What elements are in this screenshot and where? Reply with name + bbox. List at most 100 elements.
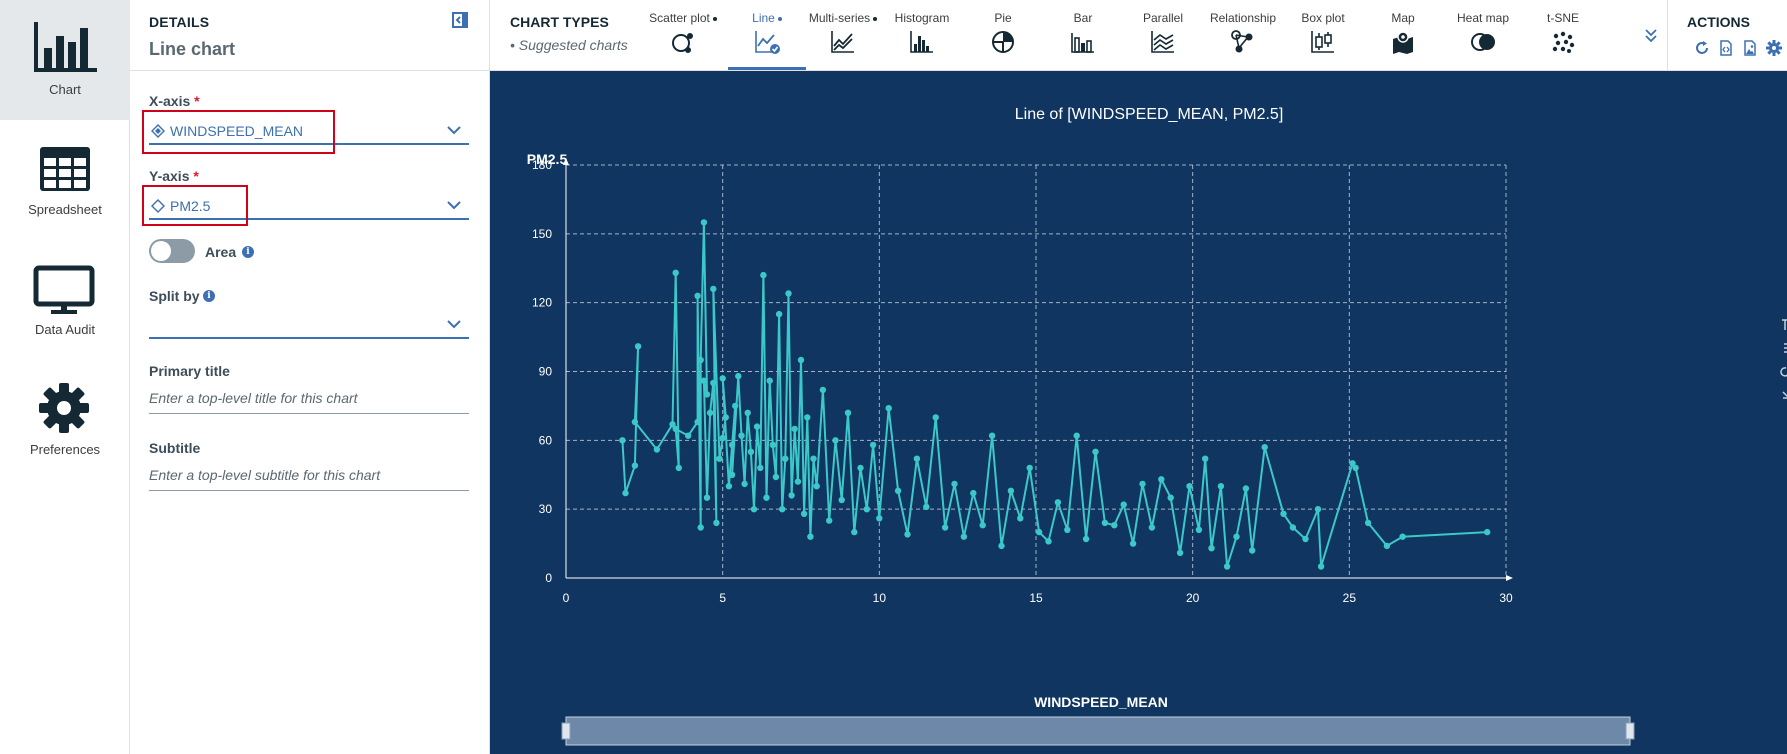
- data-point[interactable]: [1082, 535, 1090, 543]
- chart-type-heat-map[interactable]: Heat map: [1444, 0, 1522, 70]
- data-point[interactable]: [703, 494, 711, 501]
- data-point[interactable]: [932, 414, 939, 421]
- data-point[interactable]: [775, 310, 783, 318]
- data-point[interactable]: [1349, 460, 1356, 467]
- data-point[interactable]: [1261, 444, 1268, 451]
- data-point[interactable]: [1217, 483, 1225, 490]
- data-point[interactable]: [732, 402, 739, 410]
- x-axis-select[interactable]: WINDSPEED_MEAN: [149, 115, 469, 145]
- data-point[interactable]: [741, 480, 748, 488]
- data-point[interactable]: [819, 386, 827, 394]
- data-point[interactable]: [851, 528, 858, 536]
- data-point[interactable]: [1148, 524, 1156, 531]
- data-point[interactable]: [1176, 549, 1184, 556]
- data-point[interactable]: [675, 464, 682, 472]
- data-point[interactable]: [1167, 494, 1174, 501]
- data-point[interactable]: [904, 531, 911, 538]
- data-point[interactable]: [672, 269, 679, 276]
- nav-item-data-audit[interactable]: Data Audit: [0, 240, 130, 360]
- range-slider-left-handle[interactable]: [561, 722, 571, 740]
- data-point[interactable]: [1383, 542, 1391, 550]
- data-point[interactable]: [885, 405, 892, 412]
- nav-item-chart[interactable]: Chart: [0, 0, 130, 120]
- data-point[interactable]: [1064, 526, 1071, 533]
- chart-type-map[interactable]: Map: [1364, 0, 1442, 70]
- data-point[interactable]: [1208, 545, 1215, 552]
- data-point[interactable]: [728, 441, 736, 449]
- data-point[interactable]: [1054, 499, 1062, 506]
- collapse-panel-icon[interactable]: [452, 12, 468, 28]
- data-point[interactable]: [894, 487, 902, 494]
- data-point[interactable]: [631, 462, 639, 469]
- data-point[interactable]: [1202, 455, 1209, 462]
- data-point[interactable]: [694, 418, 701, 426]
- range-slider[interactable]: [565, 716, 1631, 746]
- data-point[interactable]: [1280, 510, 1287, 517]
- data-point[interactable]: [700, 377, 708, 384]
- data-point[interactable]: [951, 480, 958, 488]
- data-point[interactable]: [669, 421, 676, 428]
- data-point[interactable]: [1484, 528, 1491, 536]
- data-point[interactable]: [631, 418, 639, 426]
- data-point[interactable]: [1233, 533, 1240, 540]
- data-point[interactable]: [706, 409, 714, 416]
- data-point[interactable]: [703, 391, 711, 398]
- data-point[interactable]: [941, 524, 949, 531]
- primary-title-input[interactable]: [149, 386, 469, 406]
- data-point[interactable]: [807, 533, 814, 540]
- data-point[interactable]: [970, 489, 977, 497]
- data-point[interactable]: [700, 219, 708, 226]
- data-point[interactable]: [710, 379, 717, 387]
- data-point[interactable]: [960, 533, 968, 540]
- data-point[interactable]: [791, 425, 798, 433]
- data-point[interactable]: [722, 414, 729, 421]
- chart-type-line[interactable]: Line: [728, 0, 806, 70]
- data-point[interactable]: [760, 271, 767, 279]
- data-point[interactable]: [685, 432, 692, 439]
- data-point[interactable]: [694, 292, 701, 299]
- chart-type-pie[interactable]: Pie: [964, 0, 1042, 70]
- data-point[interactable]: [998, 542, 1005, 550]
- data-point[interactable]: [725, 483, 733, 490]
- data-point[interactable]: [1223, 563, 1231, 570]
- data-point[interactable]: [832, 437, 839, 444]
- data-point[interactable]: [1139, 480, 1146, 488]
- data-point[interactable]: [1101, 519, 1109, 527]
- refresh-icon[interactable]: [1694, 40, 1710, 56]
- data-point[interactable]: [716, 455, 723, 462]
- range-slider-right-handle[interactable]: [1625, 722, 1635, 740]
- data-point[interactable]: [838, 496, 845, 504]
- split-by-select[interactable]: [149, 309, 469, 339]
- data-point[interactable]: [913, 455, 921, 462]
- data-point[interactable]: [844, 409, 852, 416]
- area-toggle[interactable]: [149, 239, 195, 263]
- data-point[interactable]: [826, 517, 833, 524]
- data-point[interactable]: [744, 409, 751, 416]
- data-point[interactable]: [810, 455, 817, 462]
- data-point[interactable]: [857, 464, 864, 472]
- data-point[interactable]: [782, 455, 789, 462]
- data-point[interactable]: [1045, 538, 1052, 545]
- data-point[interactable]: [1242, 485, 1250, 492]
- data-point[interactable]: [1364, 519, 1372, 527]
- data-point[interactable]: [1249, 547, 1256, 554]
- data-point[interactable]: [1399, 533, 1406, 540]
- data-point[interactable]: [813, 483, 820, 490]
- subtitle-input[interactable]: [149, 463, 469, 483]
- data-point[interactable]: [766, 377, 773, 384]
- data-point[interactable]: [1314, 506, 1322, 513]
- data-point[interactable]: [876, 515, 883, 522]
- data-point[interactable]: [619, 437, 626, 444]
- code-export-icon[interactable]: [1718, 40, 1734, 56]
- info-icon[interactable]: i: [242, 246, 254, 258]
- y-axis-select[interactable]: PM2.5: [149, 190, 469, 220]
- chart-type-relationship[interactable]: Relationship: [1204, 0, 1282, 70]
- data-point[interactable]: [979, 522, 986, 529]
- data-point[interactable]: [719, 375, 726, 382]
- chart-type-box-plot[interactable]: Box plot: [1284, 0, 1362, 70]
- data-point[interactable]: [738, 432, 745, 439]
- data-point[interactable]: [710, 285, 717, 293]
- data-point[interactable]: [779, 506, 786, 513]
- data-point[interactable]: [713, 519, 720, 527]
- data-point[interactable]: [863, 506, 870, 513]
